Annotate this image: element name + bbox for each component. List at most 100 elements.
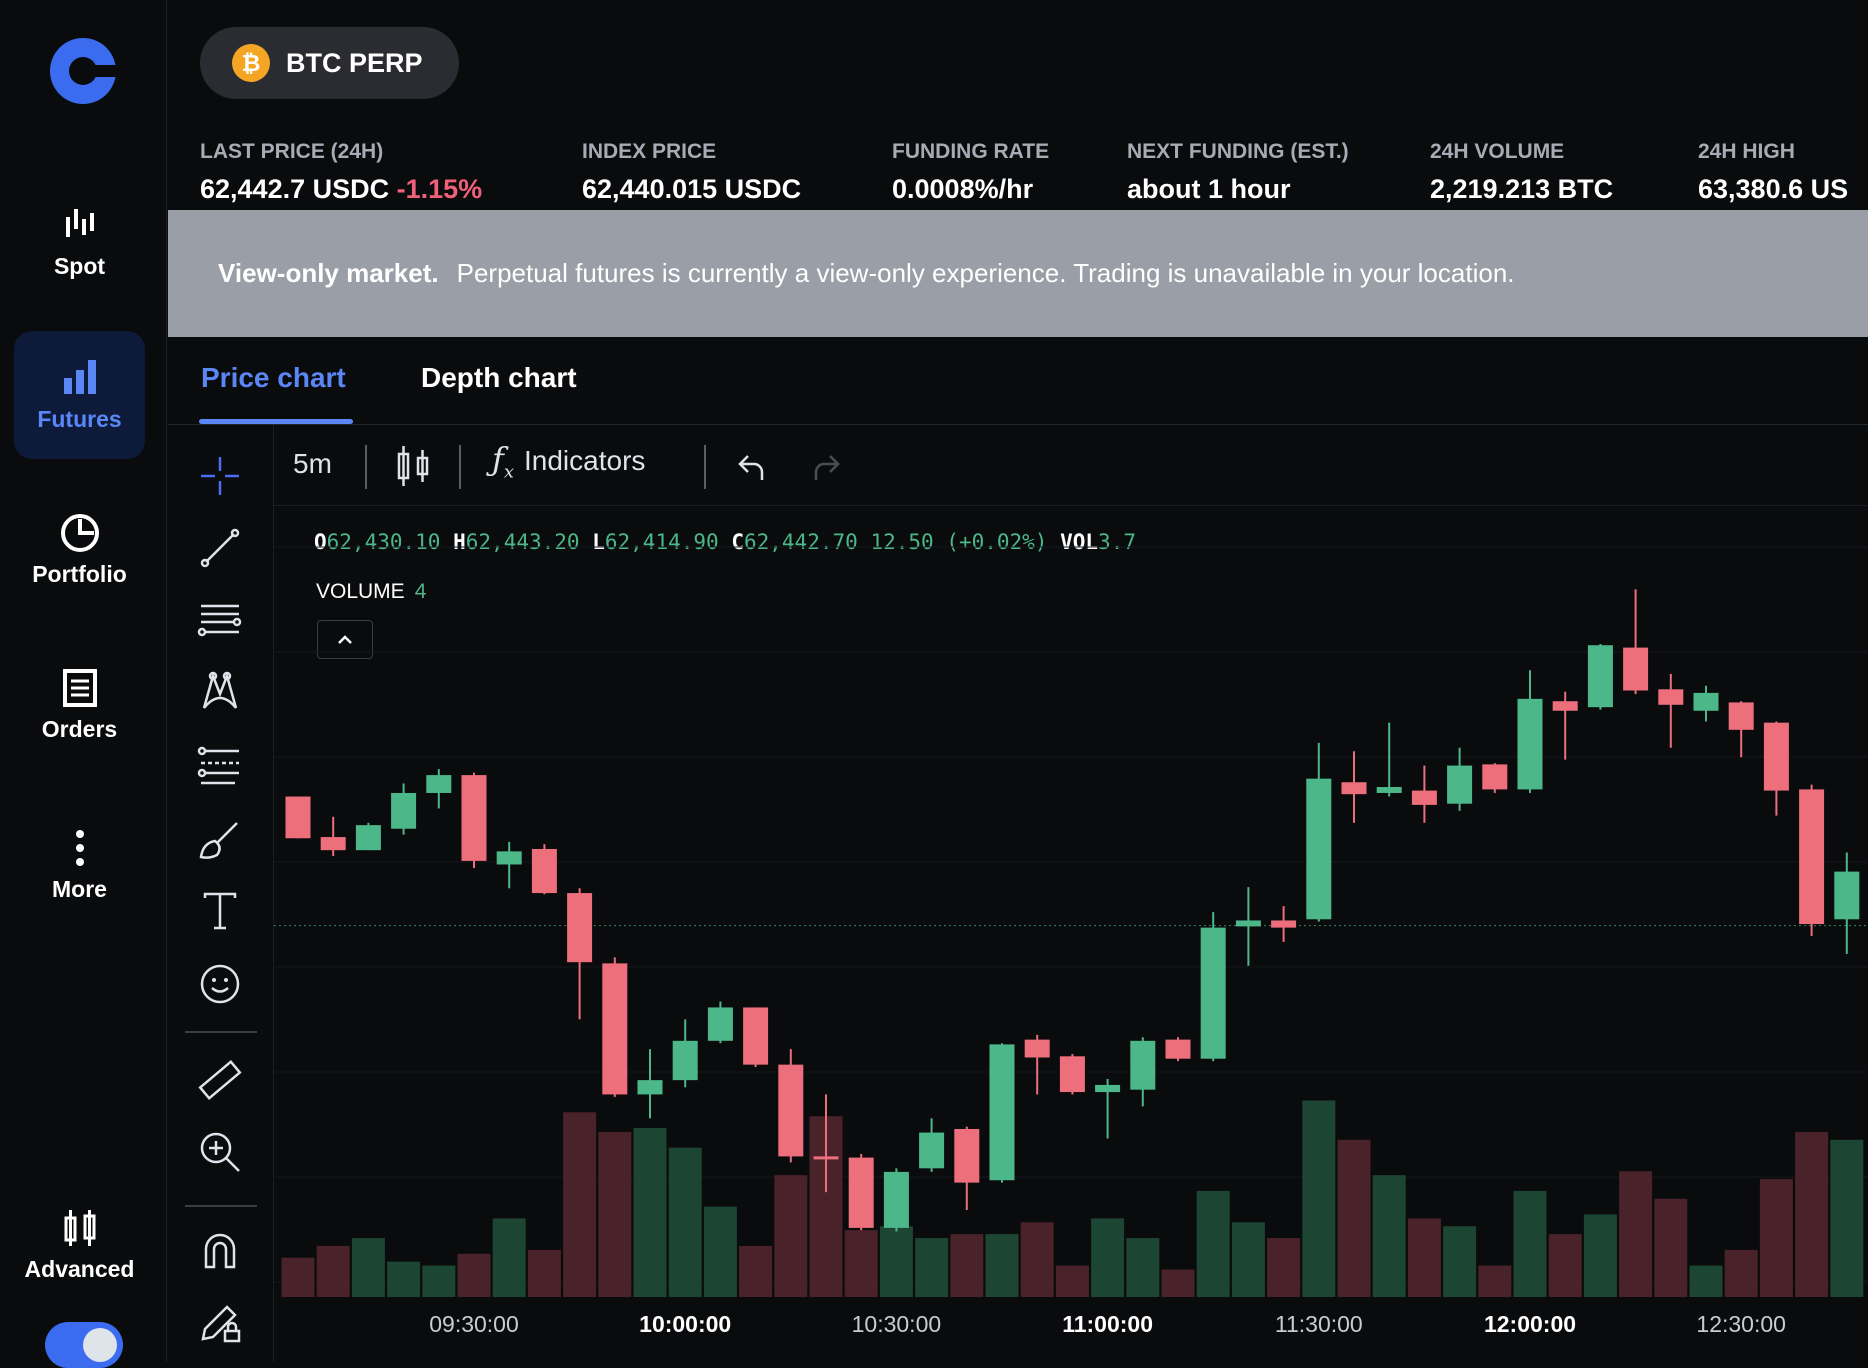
candle <box>954 1128 980 1183</box>
volume-bar <box>915 1238 949 1297</box>
stat-24h-volume: 24H VOLUME 2,219.213 BTC <box>1430 140 1613 205</box>
volume-bar <box>281 1257 315 1297</box>
candle <box>1623 647 1649 691</box>
pitchfork-tool[interactable] <box>197 668 243 714</box>
time-tick-label: 11:30:00 <box>1274 1311 1363 1337</box>
lock-drawings-tool[interactable] <box>197 1299 243 1345</box>
interval-selector[interactable]: 5m <box>293 448 332 479</box>
low-value: 62,414.90 <box>604 530 719 554</box>
brush-tool[interactable] <box>197 817 243 863</box>
banner-title: View-only market. <box>218 258 439 288</box>
stat-value: about 1 hour <box>1127 174 1291 204</box>
fib-retracement-tool[interactable] <box>197 743 243 789</box>
volume-bar <box>950 1234 984 1297</box>
undo-icon <box>738 455 764 480</box>
volume-bar <box>1196 1190 1230 1297</box>
vol-label: VOL <box>1060 530 1099 554</box>
volume-bar <box>1478 1265 1512 1297</box>
sidebar-item-spot[interactable]: Spot <box>14 200 145 284</box>
sidebar-item-label: Spot <box>53 252 106 279</box>
volume-bar <box>1267 1238 1301 1297</box>
crosshair-tool[interactable] <box>197 453 243 499</box>
candle <box>1341 782 1367 795</box>
pitchfork-icon <box>202 671 238 709</box>
candle <box>1447 765 1473 804</box>
undo-button[interactable] <box>736 452 768 487</box>
crosshair-icon <box>201 457 239 495</box>
volume-bar <box>527 1249 561 1297</box>
stat-value: 2,219.213 BTC <box>1430 174 1614 204</box>
chevron-up-icon <box>338 634 352 644</box>
stat-label: 24H VOLUME <box>1430 140 1565 163</box>
volume-bar <box>387 1261 421 1297</box>
time-tick-label: 10:00:00 <box>639 1311 732 1337</box>
sidebar-item-orders[interactable]: Orders <box>14 660 145 750</box>
sidebar-item-futures[interactable]: Futures <box>14 331 145 459</box>
market-symbol: BTC PERP <box>286 47 423 78</box>
advanced-toggle[interactable] <box>45 1322 123 1368</box>
horizontal-lines-tool[interactable] <box>197 596 243 642</box>
toggle-knob <box>83 1328 117 1362</box>
low-label: L <box>592 530 605 554</box>
volume-bar <box>1055 1265 1089 1297</box>
sidebar-item-more[interactable]: More <box>14 820 145 910</box>
candle <box>1095 1084 1121 1093</box>
trend-line-tool[interactable] <box>197 525 243 571</box>
candle <box>1200 927 1226 1059</box>
indicators-button[interactable]: ƒx Indicators <box>492 440 645 482</box>
function-icon: ƒx <box>492 440 514 483</box>
candle <box>567 893 593 963</box>
candle <box>1482 764 1508 790</box>
candle <box>531 848 557 894</box>
stat-funding-rate: FUNDING RATE 0.0008%/hr <box>892 140 1049 205</box>
toolbar-separator <box>365 445 367 489</box>
chart-type-button[interactable] <box>396 444 430 493</box>
sidebar-item-label: Futures <box>37 405 122 432</box>
close-label: C <box>731 530 744 554</box>
stat-value: 62,440.015 USDC <box>582 174 802 204</box>
sidebar-item-label: More <box>52 875 107 902</box>
candle <box>1024 1039 1050 1058</box>
stat-next-funding: NEXT FUNDING (EST.) about 1 hour <box>1127 140 1349 205</box>
stat-24h-high: 24H HIGH 63,380.6 US <box>1698 140 1848 205</box>
more-vertical-icon <box>75 829 84 866</box>
candle <box>1306 778 1332 920</box>
volume-bar <box>879 1226 913 1297</box>
change-value: 12.50 (+0.02%) <box>870 530 1048 554</box>
magnet-tool[interactable] <box>197 1227 243 1273</box>
volume-bar <box>1020 1222 1054 1297</box>
volume-bar <box>1654 1198 1688 1297</box>
tab-price-chart[interactable]: Price chart <box>201 362 346 393</box>
sidebar-item-advanced[interactable]: Advanced <box>14 1190 145 1300</box>
open-value: 62,430.10 <box>326 530 441 554</box>
volume-bar <box>1759 1179 1793 1297</box>
emoji-tool[interactable] <box>197 961 243 1007</box>
toolbar-separator <box>459 445 461 489</box>
ruler-tool[interactable] <box>197 1057 243 1103</box>
candle <box>1587 645 1613 708</box>
stat-last-price: LAST PRICE (24H) 62,442.7 USDC -1.15% <box>200 140 482 205</box>
sidebar-item-portfolio[interactable]: Portfolio <box>14 505 145 595</box>
redo-button[interactable] <box>810 452 842 487</box>
high-value: 62,443.20 <box>465 530 580 554</box>
document-icon <box>62 668 97 707</box>
coinbase-logo[interactable] <box>50 38 116 104</box>
candle <box>1658 689 1684 705</box>
stat-label: INDEX PRICE <box>582 140 717 163</box>
candle <box>919 1132 945 1169</box>
price-chart[interactable] <box>274 507 1868 1307</box>
magnet-icon <box>204 1233 236 1269</box>
stat-label: 24H HIGH <box>1698 140 1795 163</box>
stat-value: 63,380.6 US <box>1698 174 1849 204</box>
tab-depth-chart[interactable]: Depth chart <box>421 362 577 393</box>
candle <box>1693 692 1719 711</box>
market-selector[interactable]: ₿ BTC PERP <box>200 27 459 99</box>
stat-index-price: INDEX PRICE 62,440.015 USDC <box>582 140 801 205</box>
text-tool[interactable] <box>197 888 243 934</box>
volume-bar <box>985 1234 1019 1297</box>
indicators-label: Indicators <box>524 445 646 477</box>
volume-bar <box>774 1175 808 1297</box>
zoom-in-tool[interactable] <box>197 1129 243 1175</box>
collapse-legend-button[interactable] <box>317 620 373 659</box>
candle <box>778 1064 804 1157</box>
